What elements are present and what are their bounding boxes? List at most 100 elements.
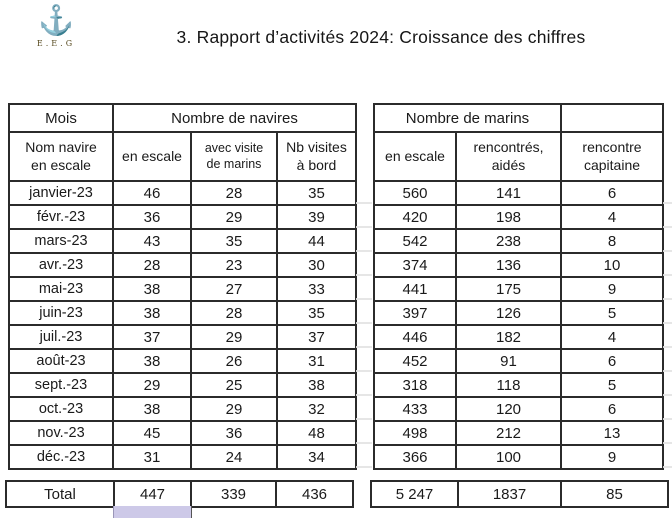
rencontre-capitaine-cell: 4 — [560, 204, 664, 230]
table-row: 318 118 5 — [373, 372, 664, 398]
en-escale-cell: 397 — [373, 300, 457, 326]
rencontre-capitaine-cell: 5 — [560, 372, 664, 398]
rencontres-aides-cell: 198 — [455, 204, 562, 230]
nb-visites-cell: 37 — [276, 324, 357, 350]
month-cell: déc.-23 — [8, 444, 114, 470]
avec-visite-cell: 29 — [190, 396, 278, 422]
table-row: 5 247 1837 85 — [370, 480, 669, 508]
rencontre-capitaine-cell: 13 — [560, 420, 664, 446]
ships-total-row: Total 447 339 436 — [5, 480, 354, 508]
month-cell: juin-23 — [8, 300, 114, 326]
avec-visite-cell: 23 — [190, 252, 278, 278]
table-row: juin-23 38 28 35 — [8, 300, 357, 326]
rencontres-aides-cell: 100 — [455, 444, 562, 470]
sailors-header-row-2: en escale rencontrés, aidés rencontre ca… — [373, 131, 664, 182]
en-escale-cell: 542 — [373, 228, 457, 254]
rencontres-aides-cell: 126 — [455, 300, 562, 326]
rencontres-aides-cell: 136 — [455, 252, 562, 278]
header-rencontres-aides: rencontrés, aidés — [455, 131, 562, 182]
ships-table: Mois Nombre de navires Nom navire en esc… — [8, 103, 357, 470]
selected-cell-highlight — [113, 506, 192, 518]
anchor-icon: ⚓ — [37, 5, 75, 37]
table-row: mai-23 38 27 33 — [8, 276, 357, 302]
en-escale-cell: 36 — [112, 204, 192, 230]
month-cell: janvier-23 — [8, 180, 114, 206]
total-nb-visites: 436 — [275, 480, 354, 508]
sailors-header-row-1: Nombre de marins — [373, 103, 664, 133]
table-row: Total 447 339 436 — [5, 480, 354, 508]
nb-visites-cell: 33 — [276, 276, 357, 302]
header-en-escale: en escale — [112, 131, 192, 182]
table-row: 446 182 4 — [373, 324, 664, 350]
table-row: sept.-23 29 25 38 — [8, 372, 357, 398]
table-row: 542 238 8 — [373, 228, 664, 254]
rencontres-aides-cell: 212 — [455, 420, 562, 446]
table-row: févr.-23 36 29 39 — [8, 204, 357, 230]
table-row: 498 212 13 — [373, 420, 664, 446]
rencontre-capitaine-cell: 10 — [560, 252, 664, 278]
rencontre-capitaine-cell: 4 — [560, 324, 664, 350]
nb-visites-cell: 48 — [276, 420, 357, 446]
ships-table-body: janvier-23 46 28 35 févr.-23 36 29 39 mars-23 43 3… — [8, 180, 357, 470]
rencontres-aides-cell: 91 — [455, 348, 562, 374]
gridline-hint — [663, 180, 672, 468]
en-escale-cell: 498 — [373, 420, 457, 446]
logo: ⚓ E.E.G — [30, 4, 82, 48]
page-title: 3. Rapport d’activités 2024: Croissance … — [176, 27, 586, 47]
rencontre-capitaine-cell: 6 — [560, 348, 664, 374]
avec-visite-cell: 24 — [190, 444, 278, 470]
en-escale-cell: 45 — [112, 420, 192, 446]
month-cell: mai-23 — [8, 276, 114, 302]
rencontre-capitaine-cell: 8 — [560, 228, 664, 254]
month-cell: oct.-23 — [8, 396, 114, 422]
nb-visites-cell: 44 — [276, 228, 357, 254]
avec-visite-cell: 35 — [190, 228, 278, 254]
sailors-table: Nombre de marins en escale rencontrés, a… — [373, 103, 664, 470]
nb-visites-cell: 35 — [276, 300, 357, 326]
total-marins-en-escale: 5 247 — [370, 480, 459, 508]
nb-visites-cell: 31 — [276, 348, 357, 374]
en-escale-cell: 29 — [112, 372, 192, 398]
header-rencontre-capitaine: rencontre capitaine — [560, 131, 664, 182]
en-escale-cell: 37 — [112, 324, 192, 350]
en-escale-cell: 38 — [112, 348, 192, 374]
nb-visites-cell: 39 — [276, 204, 357, 230]
header-group-navires: Nombre de navires — [112, 103, 357, 133]
total-rencontre-capitaine: 85 — [560, 480, 669, 508]
rencontre-capitaine-cell: 6 — [560, 180, 664, 206]
en-escale-cell: 560 — [373, 180, 457, 206]
rencontres-aides-cell: 141 — [455, 180, 562, 206]
en-escale-cell: 28 — [112, 252, 192, 278]
rencontre-capitaine-cell: 9 — [560, 444, 664, 470]
rencontres-aides-cell: 118 — [455, 372, 562, 398]
table-row: août-23 38 26 31 — [8, 348, 357, 374]
avec-visite-cell: 25 — [190, 372, 278, 398]
en-escale-cell: 420 — [373, 204, 457, 230]
nb-visites-cell: 30 — [276, 252, 357, 278]
month-cell: juil.-23 — [8, 324, 114, 350]
total-rencontres-aides: 1837 — [457, 480, 562, 508]
header-group-marins: Nombre de marins — [373, 103, 562, 133]
en-escale-cell: 446 — [373, 324, 457, 350]
table-row: 441 175 9 — [373, 276, 664, 302]
en-escale-cell: 374 — [373, 252, 457, 278]
avec-visite-cell: 36 — [190, 420, 278, 446]
en-escale-cell: 38 — [112, 276, 192, 302]
table-row: 560 141 6 — [373, 180, 664, 206]
table-row: 366 100 9 — [373, 444, 664, 470]
header-mois: Mois — [8, 103, 114, 133]
sailors-total-row: 5 247 1837 85 — [370, 480, 669, 508]
table-row: 397 126 5 — [373, 300, 664, 326]
sailors-table-body: 560 141 6 420 198 4 542 238 8 374 136 10 441 175 9 397 1… — [373, 180, 664, 470]
month-cell: févr.-23 — [8, 204, 114, 230]
header-marins-en-escale: en escale — [373, 131, 457, 182]
rencontres-aides-cell: 182 — [455, 324, 562, 350]
header-nom-navire-en-escale: Nom navire en escale — [8, 131, 114, 182]
table-row: avr.-23 28 23 30 — [8, 252, 357, 278]
en-escale-cell: 366 — [373, 444, 457, 470]
table-row: janvier-23 46 28 35 — [8, 180, 357, 206]
rencontres-aides-cell: 120 — [455, 396, 562, 422]
table-row: mars-23 43 35 44 — [8, 228, 357, 254]
en-escale-cell: 43 — [112, 228, 192, 254]
table-row: 452 91 6 — [373, 348, 664, 374]
